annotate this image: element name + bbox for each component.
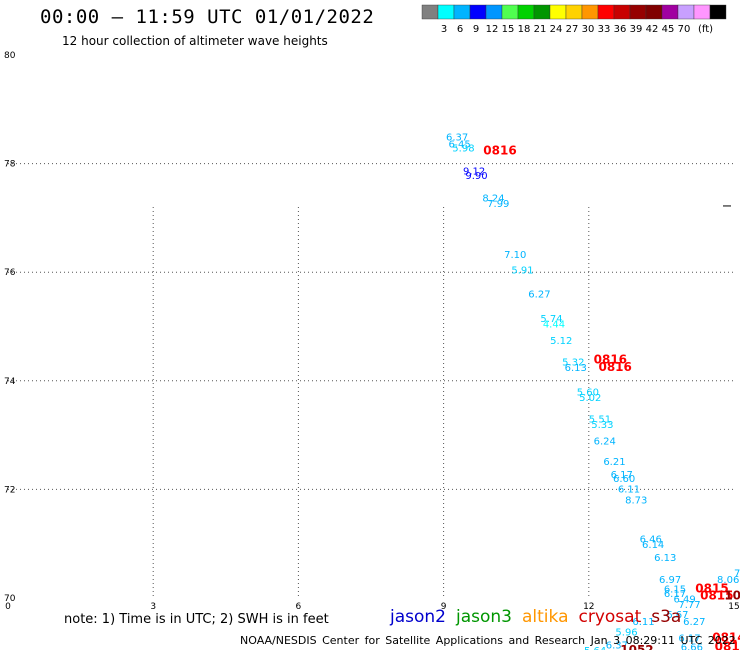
wave-height-point: 8.73 <box>625 496 647 507</box>
satellite-legend: jason2 jason3 altika cryosat s3a <box>390 607 691 627</box>
wave-height-point: 6.37 <box>446 132 468 143</box>
x-tick-label: 3 <box>150 602 156 612</box>
y-tick-label: 80 <box>4 51 16 61</box>
wave-height-point: 8.24 <box>482 194 504 205</box>
x-tick-label: 12 <box>583 602 594 612</box>
wave-height-point: 7.10 <box>504 250 526 261</box>
wave-height-point: 6.21 <box>603 457 625 468</box>
color-scale-legend: 3 6 9 12 15 18 21 24 27 30 33 36 39 42 45 70 (ft) <box>421 4 727 35</box>
wave-height-point: 5.64 <box>584 646 606 650</box>
x-tick-label: 6 <box>296 602 302 612</box>
wave-height-point: 6.13 <box>565 363 587 374</box>
wave-height-point: 6.27 <box>683 617 705 628</box>
footer-credit: NOAA/NESDIS Center for Satellite Applica… <box>240 634 736 647</box>
wave-height-point: 9.12 <box>463 166 485 177</box>
wave-height-point: 6.11 <box>618 485 640 496</box>
colorbar-unit: (ft) <box>698 24 713 35</box>
colorbar-label: 6 <box>457 24 463 35</box>
y-tick-label: 72 <box>4 485 15 495</box>
wave-height-point: 6.49 <box>674 594 696 605</box>
wave-height-point: 0815 <box>695 582 728 596</box>
wave-height-point: 6.67 <box>666 610 688 621</box>
wave-height-point: 6.13 <box>654 553 676 564</box>
chart-title: 00:00 – 11:59 UTC 01/01/2022 <box>40 6 375 28</box>
wave-height-point: 5.91 <box>511 265 533 276</box>
satellite-legend-altika: altika <box>522 607 569 627</box>
wave-height-point: 9.90 <box>465 171 487 182</box>
wave-height-point: 5.98 <box>452 144 474 155</box>
wave-height-point: 5.12 <box>550 336 572 347</box>
colorbar-label: 42 <box>646 24 659 35</box>
colorbar-label: 24 <box>550 24 563 35</box>
colorbar-label: 18 <box>518 24 531 35</box>
colorbar-label: 30 <box>582 24 595 35</box>
colorbar-label: 45 <box>662 24 675 35</box>
wave-height-point: 6.17 <box>664 589 686 600</box>
wave-height-point: 0814 <box>715 640 740 650</box>
colorbar-label: 36 <box>614 24 627 35</box>
wave-height-point: 6.60 <box>613 474 635 485</box>
colorbar-label: 27 <box>566 24 579 35</box>
wave-height-point: 5.32 <box>562 358 584 369</box>
wave-height-point: 6.45 <box>448 139 470 150</box>
wave-height-point: 5.60 <box>577 387 599 398</box>
x-tick-label: 15 <box>728 602 739 612</box>
colorbar-label: 3 <box>441 24 447 35</box>
y-tick-label: 76 <box>4 268 16 278</box>
x-tick-label: 0 <box>5 602 11 612</box>
colorbar-label: 21 <box>534 24 547 35</box>
wave-height-point: 8.06 <box>717 575 739 586</box>
wave-height-point: 6.17 <box>611 470 633 481</box>
wave-height-point: 0816 <box>598 360 631 374</box>
wave-height-point: 6.24 <box>594 436 616 447</box>
satellite-legend-jason2: jason2 <box>390 607 446 627</box>
satellite-legend-s3a: s3a <box>651 607 682 627</box>
footer-note: note: 1) Time is in UTC; 2) SWH is in fe… <box>64 612 329 627</box>
wave-height-point: 0816 <box>594 352 627 366</box>
wave-height-point: 0815 <box>700 589 733 603</box>
colorbar-label: 70 <box>678 24 691 35</box>
colorbar-label: 12 <box>486 24 499 35</box>
wave-height-point: 6.97 <box>659 575 681 586</box>
wave-height-point: 4.44 <box>543 320 565 331</box>
satellite-legend-jason3: jason3 <box>456 607 512 627</box>
wave-height-point: 6.14 <box>642 540 664 551</box>
wave-height-point: 6.46 <box>640 535 662 546</box>
wave-height-point: 5.96 <box>615 627 637 638</box>
wave-height-point: 7.8 <box>734 568 740 579</box>
wave-height-point: 6.37 <box>606 640 628 650</box>
wave-height-point: 7.77 <box>678 600 700 611</box>
colorbar-label: 33 <box>598 24 611 35</box>
chart-subtitle: 12 hour collection of altimeter wave hei… <box>62 34 328 48</box>
x-tick-label: 9 <box>441 602 447 612</box>
wave-height-point: 6.11 <box>632 617 654 628</box>
y-tick-label: 70 <box>4 594 16 604</box>
wave-height-point: 1051 <box>724 589 740 603</box>
y-tick-label: 78 <box>4 160 16 170</box>
wave-height-point: 7.99 <box>487 199 509 210</box>
wave-height-point: 5.33 <box>591 420 613 431</box>
wave-height-point: 5.02 <box>579 393 601 404</box>
wave-height-point: 5.74 <box>540 314 562 325</box>
wave-height-point: 6.66 <box>681 643 703 650</box>
wave-height-point: 1052 <box>620 643 653 650</box>
colorbar-swatch <box>709 4 727 20</box>
y-tick-label: 74 <box>4 377 16 387</box>
colorbar-label: 15 <box>502 24 515 35</box>
wave-height-point: 6.15 <box>664 585 686 596</box>
satellite-legend-cryosat: cryosat <box>578 607 642 627</box>
wave-height-point: 6.27 <box>528 290 550 301</box>
wave-height-point: 0814 <box>712 630 740 644</box>
wave-height-point: 6.17 <box>678 633 700 644</box>
wave-height-point: 0816 <box>483 143 516 157</box>
colorbar-label: 39 <box>630 24 643 35</box>
wave-height-point: 5.51 <box>589 415 611 426</box>
colorbar-label: 9 <box>473 24 479 35</box>
